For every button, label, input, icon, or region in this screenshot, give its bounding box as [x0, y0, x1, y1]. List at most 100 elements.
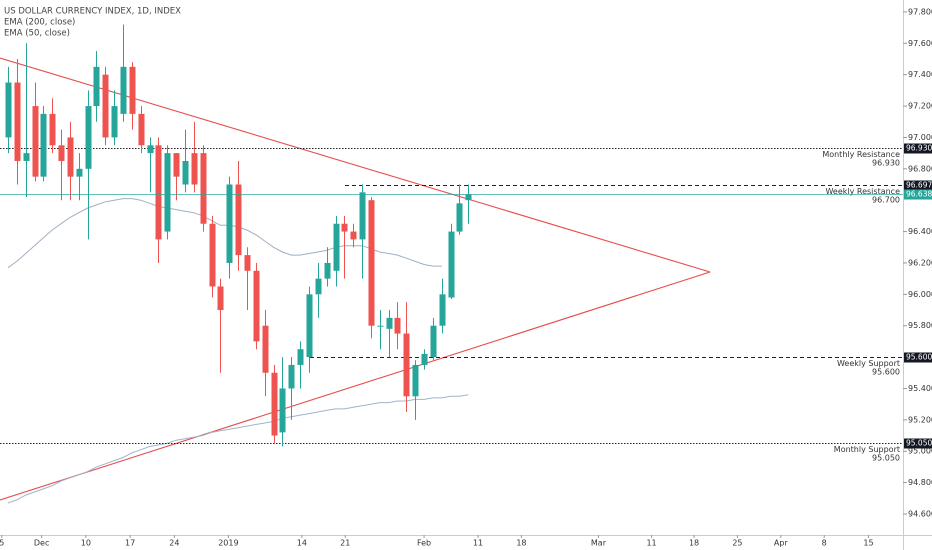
candle-body [297, 349, 304, 365]
x-tick-label: 17 [125, 539, 135, 548]
trend-line-lower [0, 271, 711, 501]
y-tick-label: 97.400 [908, 70, 932, 79]
level-name: Weekly Resistance [825, 187, 900, 196]
candle-body [448, 231, 455, 298]
chart-title: US DOLLAR CURRENCY INDEX, 1D, INDEX [4, 7, 181, 17]
x-tick-label: Dec [34, 539, 49, 548]
y-tick-label: 96.400 [908, 227, 932, 236]
candle-body [200, 153, 207, 224]
trend-line-upper [0, 57, 711, 273]
candle-body [129, 66, 136, 114]
x-tick-label: 5 [0, 539, 4, 548]
indicator-label: EMA (50, close) [4, 29, 70, 39]
y-tick-label: 97.800 [908, 7, 932, 16]
candle-body [14, 82, 21, 161]
level-price: 95.600 [872, 368, 900, 377]
y-tick-label: 95.000 [908, 447, 932, 456]
x-tick-label: 24 [169, 539, 179, 548]
x-tick-label: 25 [732, 539, 742, 548]
level-name: Weekly Support [837, 359, 900, 368]
x-tick-label: 8 [822, 539, 827, 548]
price-tag [904, 352, 932, 363]
candle-body [262, 325, 269, 373]
candle-body [368, 200, 375, 326]
candle-body [244, 255, 251, 271]
x-tick-label: 11 [473, 539, 483, 548]
candle-body [155, 145, 162, 240]
candle-body [67, 137, 74, 177]
x-tick-label: 10 [81, 539, 91, 548]
candle-body [350, 231, 357, 240]
candle-body [191, 153, 198, 185]
candle-body [430, 325, 437, 358]
x-tick-label: 15 [863, 539, 873, 548]
level-price: 96.930 [872, 159, 900, 168]
candle-body [217, 286, 224, 311]
candle-body [377, 325, 384, 327]
level-name: Monthly Support [834, 445, 900, 454]
candle-body [226, 184, 233, 263]
candle-body [253, 270, 260, 342]
candle-body [120, 66, 127, 114]
indicator-label: EMA (200, close) [4, 18, 75, 28]
candle-body [111, 106, 118, 138]
level-price: 95.050 [872, 454, 900, 463]
candle-body [5, 82, 12, 138]
candle-body [76, 168, 83, 177]
candle-body [359, 192, 366, 240]
candle-body [102, 74, 109, 138]
candle-body [341, 223, 348, 232]
price-tag-label: 95.050 [906, 439, 932, 448]
y-tick-label: 96.000 [908, 290, 932, 299]
x-tick-label: 11 [646, 539, 656, 548]
y-tick-label: 96.800 [908, 164, 932, 173]
candle-body [421, 353, 428, 365]
candle-body [324, 262, 331, 279]
x-tick-label: 18 [689, 539, 699, 548]
level-price: 96.700 [872, 196, 900, 205]
candle-body [32, 106, 39, 177]
x-tick-label: 18 [516, 539, 526, 548]
candle-body [147, 145, 154, 154]
y-tick-label: 97.600 [908, 39, 932, 48]
candle-body [394, 317, 401, 334]
price-tag-label: 96.697 [906, 181, 932, 190]
candle-body [164, 153, 171, 232]
x-tick-label: 21 [340, 539, 350, 548]
candle-body [386, 317, 393, 329]
price-tag-label: 96.930 [906, 144, 932, 153]
price-tag-label: 95.600 [906, 353, 932, 362]
last-price-tag [904, 189, 932, 200]
candle-body [235, 184, 242, 256]
x-tick-label: 14 [297, 539, 307, 548]
candle-body [209, 223, 216, 287]
y-tick-label: 95.200 [908, 415, 932, 424]
y-tick-label: 95.800 [908, 321, 932, 330]
candle-body [333, 223, 340, 271]
level-name: Monthly Resistance [822, 150, 900, 159]
y-tick-label: 94.800 [908, 478, 932, 487]
candle-body [315, 278, 322, 295]
x-tick-label: Feb [417, 539, 431, 548]
price-tag [904, 438, 932, 449]
candle-body [412, 364, 419, 397]
candle-body [23, 153, 30, 161]
candle-body [93, 66, 100, 107]
candle-body [173, 153, 180, 177]
ema-line [7, 394, 469, 504]
candle-body [439, 294, 446, 326]
candle-body [49, 113, 56, 146]
candle-body [465, 194, 472, 201]
candle-body [271, 372, 278, 436]
y-tick-label: 97.200 [908, 102, 932, 111]
x-tick-label: 2019 [218, 539, 238, 548]
candle-body [182, 160, 189, 185]
y-tick-label: 97.000 [908, 133, 932, 142]
y-tick-label: 96.200 [908, 258, 932, 267]
candle-body [85, 106, 92, 169]
candle-body [58, 145, 65, 161]
price-tag [904, 143, 932, 154]
candle-body [456, 203, 463, 232]
x-tick-label: Mar [591, 539, 607, 548]
